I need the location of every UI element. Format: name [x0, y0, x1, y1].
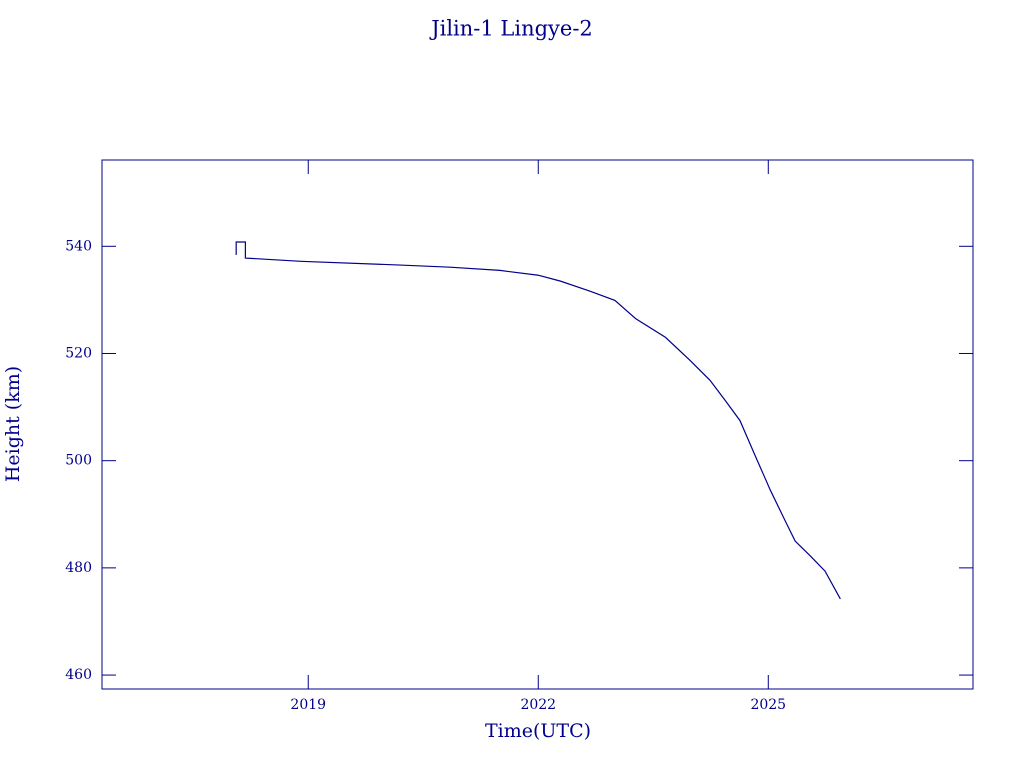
y-tick-label: 520 [65, 345, 92, 361]
x-tick-label: 2022 [520, 697, 556, 713]
y-tick-label: 460 [65, 667, 92, 683]
data-line [235, 241, 841, 600]
x-tick-label: 2019 [290, 697, 326, 713]
chart-title: Jilin-1 Lingye-2 [429, 17, 593, 41]
y-tick-label: 500 [65, 453, 92, 469]
x-axis-label: Time(UTC) [485, 720, 591, 742]
plot-frame [101, 159, 974, 690]
y-axis-label: Height (km) [2, 366, 24, 482]
x-tick-label: 2025 [750, 697, 786, 713]
y-tick-label: 540 [65, 238, 92, 254]
y-tick-label: 480 [65, 560, 92, 576]
